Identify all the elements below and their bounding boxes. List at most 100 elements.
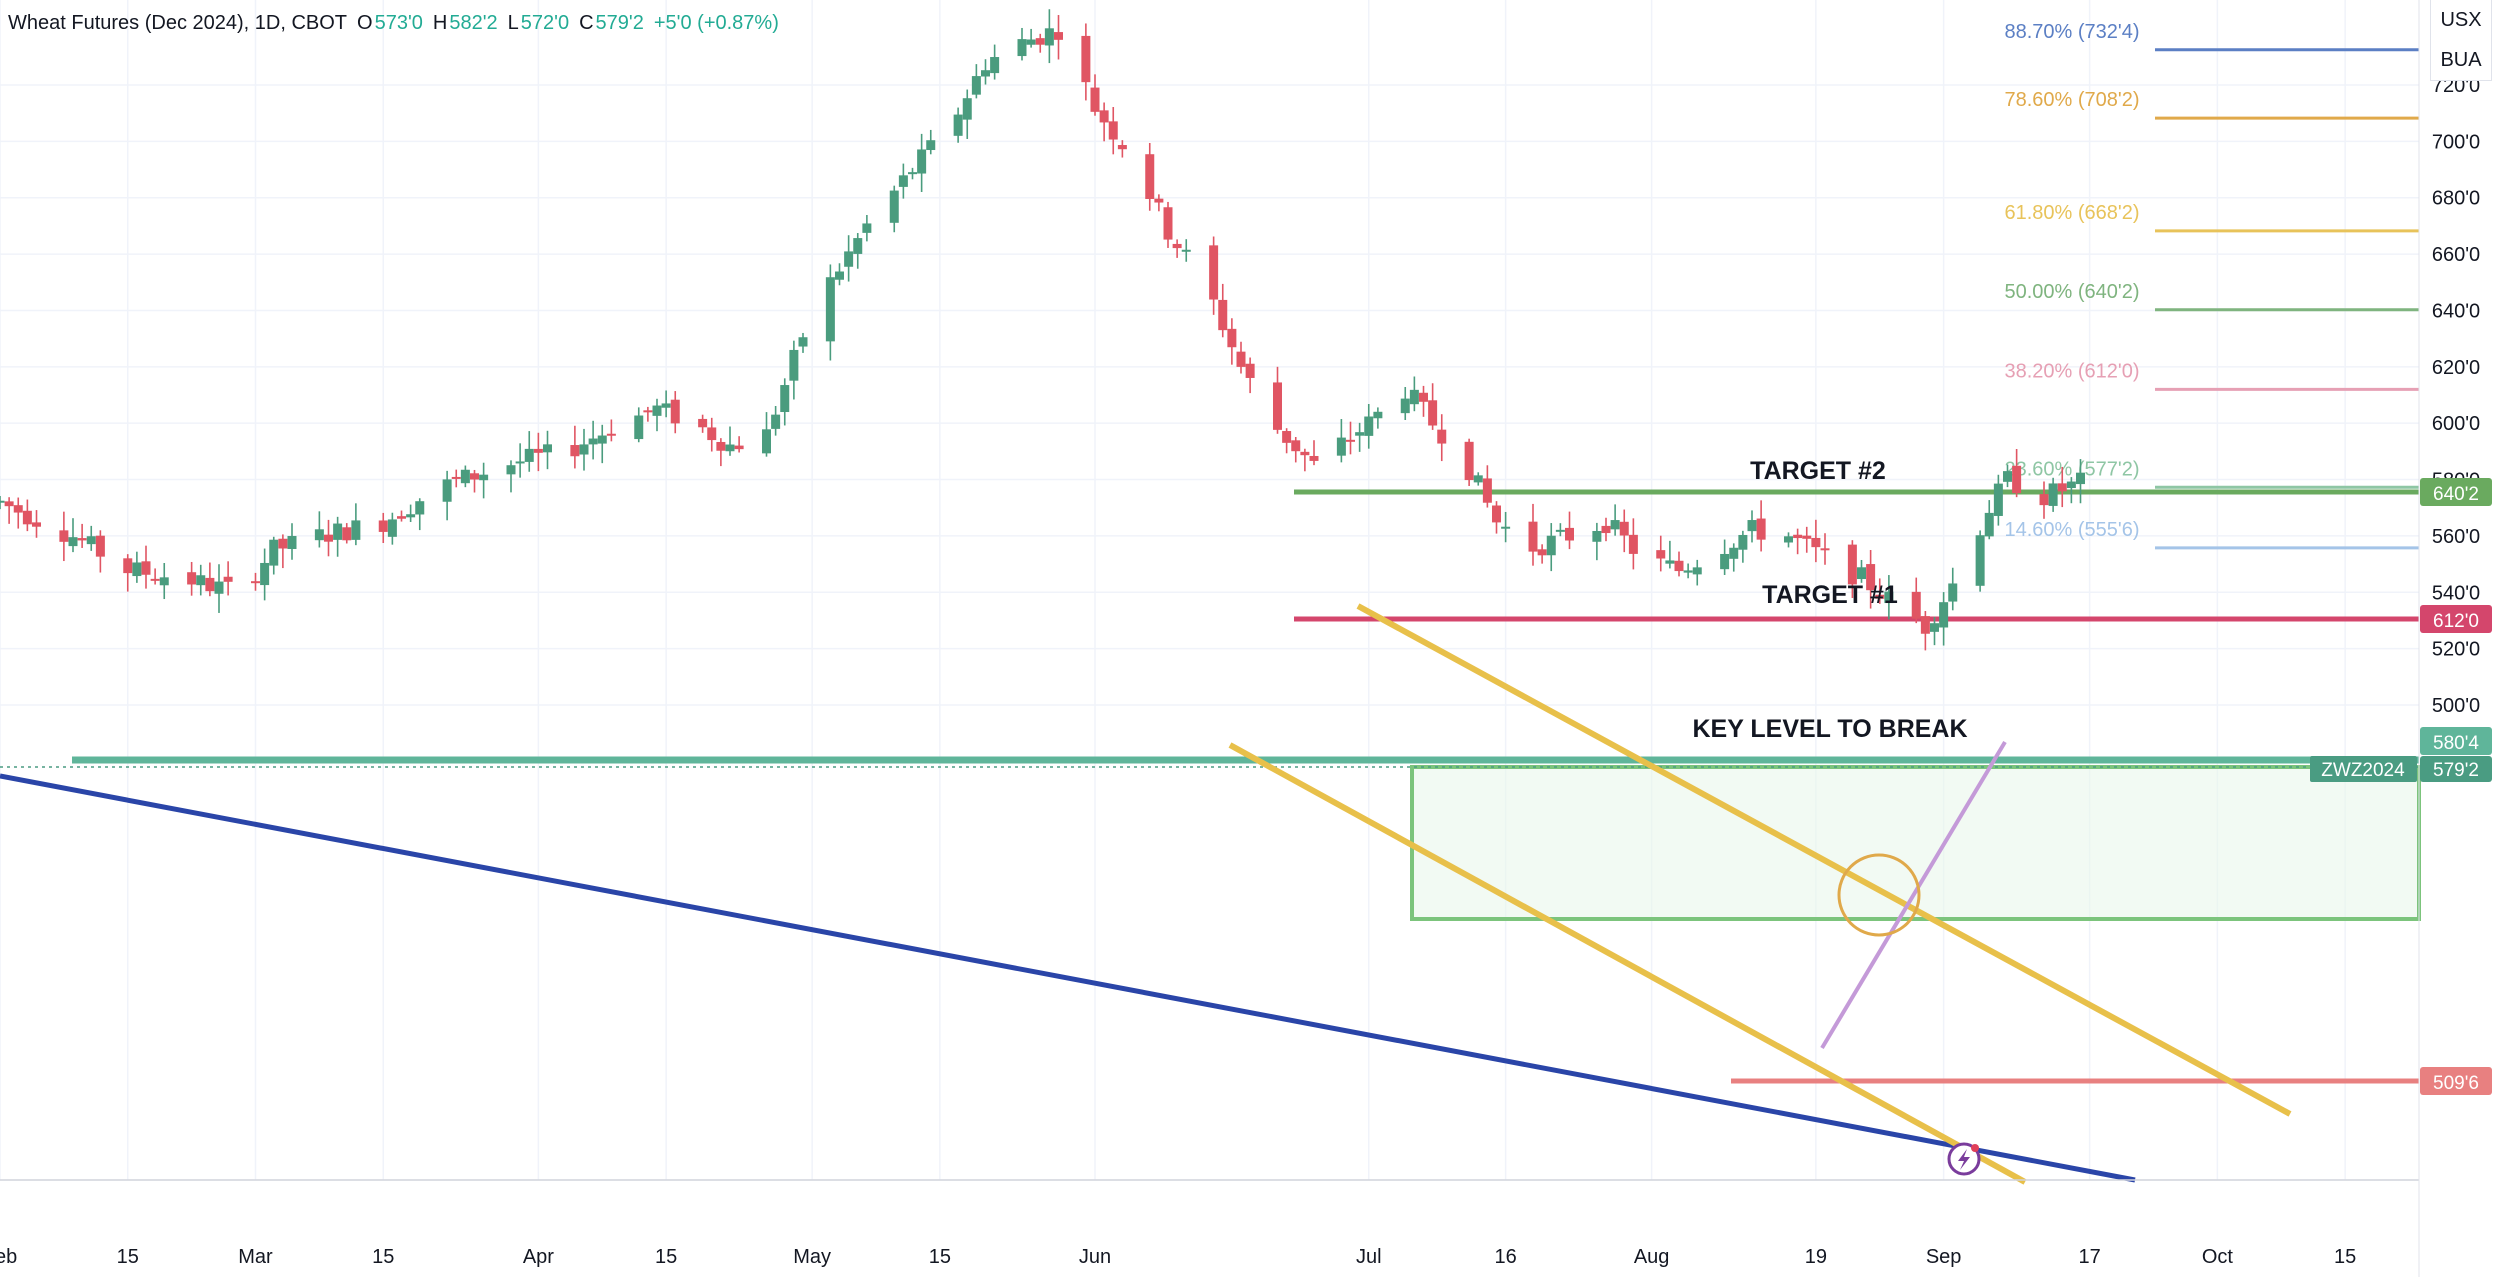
currency-selector[interactable]: USX BUA bbox=[2430, 0, 2492, 81]
price-axis[interactable]: 500'0520'0540'0560'0580'0600'0620'0640'0… bbox=[2432, 75, 2480, 717]
time-tick-label: 15 bbox=[929, 1246, 951, 1268]
candle-body bbox=[1692, 567, 1702, 575]
candle-body bbox=[251, 581, 260, 584]
candle-body bbox=[1756, 518, 1766, 540]
chart-header[interactable]: Wheat Futures (Dec 2024), 1D, CBOT O 573'… bbox=[8, 8, 779, 38]
event-marker[interactable] bbox=[1947, 1142, 1981, 1176]
candle-body bbox=[661, 403, 671, 408]
time-tick-label: Jul bbox=[1356, 1246, 1382, 1268]
channel-lower-line bbox=[1228, 742, 2027, 1185]
candle-body bbox=[1054, 32, 1063, 40]
candle-body bbox=[1811, 537, 1821, 548]
candle-body bbox=[1108, 121, 1118, 140]
candle-body bbox=[2057, 483, 2067, 492]
candle-body bbox=[1501, 526, 1511, 529]
candle-body bbox=[1026, 39, 1036, 45]
candle-body bbox=[1875, 594, 1885, 599]
time-tick-label: Jun bbox=[1079, 1246, 1111, 1268]
candle-body bbox=[1528, 521, 1538, 552]
candle-body bbox=[725, 444, 735, 452]
candle-body bbox=[1400, 398, 1410, 414]
price-tick-label: 520'0 bbox=[2432, 639, 2480, 661]
fib-label-0: 88.70% (732'4) bbox=[2004, 21, 2139, 43]
badge-640 bbox=[2420, 478, 2492, 506]
candle-body bbox=[1473, 475, 1483, 483]
candle-body bbox=[515, 461, 525, 464]
candle-body bbox=[1537, 549, 1547, 556]
candle-body bbox=[771, 414, 781, 429]
key-level-label: KEY LEVEL TO BREAK bbox=[1692, 715, 1967, 743]
candle-body bbox=[1747, 520, 1757, 532]
level-lines bbox=[0, 489, 2419, 1084]
candle-body bbox=[0, 500, 5, 503]
candle-body bbox=[132, 562, 142, 577]
candle-body bbox=[1866, 564, 1876, 591]
candle-body bbox=[451, 476, 461, 479]
candle-body bbox=[1738, 534, 1748, 550]
candle-body bbox=[1793, 534, 1803, 539]
candle-body bbox=[698, 418, 708, 428]
candle-body bbox=[1820, 548, 1830, 551]
candle-body bbox=[1300, 451, 1310, 456]
candle-body bbox=[533, 448, 543, 453]
candle-body bbox=[2012, 465, 2022, 494]
candle-body bbox=[670, 399, 680, 424]
candle-body bbox=[1090, 87, 1100, 112]
candle-body bbox=[196, 575, 206, 586]
candle-body bbox=[223, 576, 233, 582]
candle-body bbox=[1464, 441, 1474, 481]
time-axis[interactable]: Feb 15 Mar 15 Apr 15 May 15 Jun Jul 16 Aug 19 Sep 17 Oc… bbox=[0, 1246, 2356, 1268]
badge-509 bbox=[2420, 1067, 2492, 1095]
candle-body bbox=[387, 519, 397, 537]
currency-usx[interactable]: USX bbox=[2440, 9, 2482, 31]
candle-body bbox=[1592, 530, 1602, 542]
candle-body bbox=[1419, 392, 1428, 402]
candle-body bbox=[889, 190, 899, 223]
candle-body bbox=[1492, 505, 1501, 523]
time-tick-label: Sep bbox=[1926, 1246, 1962, 1268]
candle-body bbox=[470, 473, 479, 480]
candle-body bbox=[4, 501, 14, 507]
candle-body bbox=[1017, 39, 1027, 57]
price-change: +5'0 (+0.87%) bbox=[653, 11, 779, 34]
candle-body bbox=[141, 561, 151, 575]
price-tick-label: 660'0 bbox=[2432, 244, 2480, 266]
time-tick-label: 16 bbox=[1495, 1246, 1517, 1268]
candle-body bbox=[1674, 560, 1684, 572]
candle-body bbox=[342, 527, 352, 541]
candle-body bbox=[853, 238, 863, 254]
candle-body bbox=[442, 479, 452, 502]
candle-body bbox=[1099, 110, 1109, 123]
candle-body bbox=[2076, 472, 2085, 485]
currency-bua[interactable]: BUA bbox=[2440, 49, 2482, 71]
candle-body bbox=[415, 501, 425, 515]
candle-body bbox=[1044, 28, 1054, 46]
candle-body bbox=[278, 538, 288, 549]
candle-body bbox=[1601, 525, 1611, 534]
candle-body bbox=[1172, 243, 1182, 249]
time-tick-label: 15 bbox=[2334, 1246, 2356, 1268]
candle-body bbox=[187, 572, 197, 585]
badge-612-text: 612'0 bbox=[2433, 611, 2479, 632]
candle-body bbox=[1336, 437, 1346, 456]
candle-body bbox=[1291, 440, 1301, 452]
candle-body bbox=[1683, 570, 1693, 573]
candle-body bbox=[1993, 483, 2003, 516]
symbol-title[interactable]: Wheat Futures (Dec 2024), 1D, CBOT bbox=[8, 11, 348, 34]
time-tick-label: May bbox=[793, 1246, 831, 1268]
candle-body bbox=[789, 349, 799, 381]
candle-body bbox=[205, 577, 215, 592]
candle-body bbox=[95, 535, 105, 557]
fib-label-3: 50.00% (640'2) bbox=[2004, 281, 2139, 303]
candle-body bbox=[1939, 602, 1949, 628]
candle-body bbox=[287, 535, 297, 550]
candle-body bbox=[1857, 567, 1866, 580]
annotations: TARGET #2 TARGET #1 KEY LEVEL TO BREAK bbox=[1692, 457, 1967, 743]
time-tick-label: Mar bbox=[238, 1246, 273, 1268]
candle-body bbox=[1784, 536, 1793, 543]
fib-label-5: 23.60% (577'2) bbox=[2004, 458, 2139, 480]
candle-body bbox=[1117, 145, 1127, 150]
time-tick-label: Feb bbox=[0, 1246, 17, 1268]
